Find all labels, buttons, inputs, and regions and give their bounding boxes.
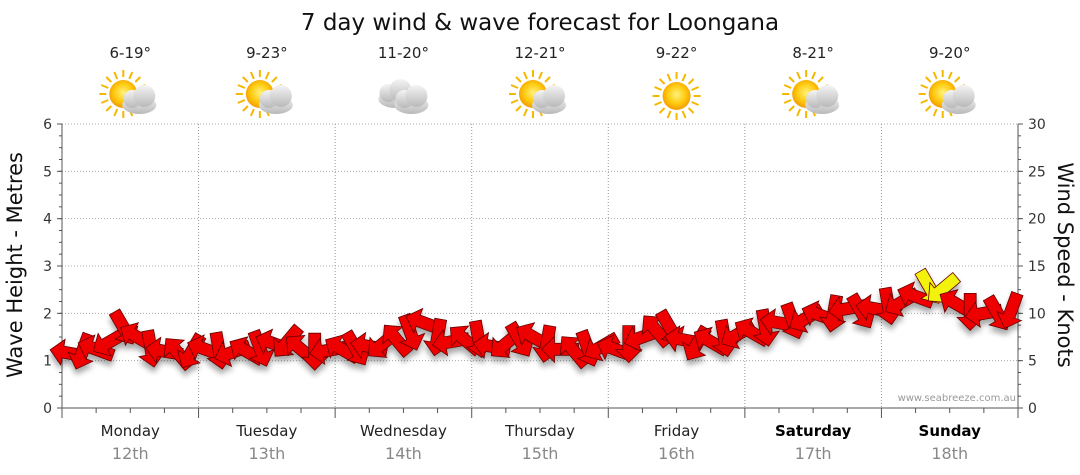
day-date-label: 13th [248,444,285,463]
temperature-label: 9-20° [929,44,971,62]
right-tick-label: 0 [1028,401,1037,417]
sunny-icon [651,71,702,121]
day-name-label: Saturday [775,422,852,440]
right-axis-title: Wind Speed - Knots [1053,162,1077,367]
partly-cloudy-icon [917,69,976,119]
left-tick-label: 2 [43,306,52,322]
partly-cloudy-icon [781,69,840,119]
left-tick-label: 4 [43,212,52,228]
temperature-label: 6-19° [110,44,152,62]
day-date-label: 12th [112,444,149,463]
day-date-label: 17th [795,444,832,463]
day-name-label: Friday [654,422,700,440]
weather-icons: 6-19° 9-23° 11-20° 12-21° 9-22° 8-21° 9-20° [98,44,976,121]
day-labels: Monday 12th Tuesday 13th Wednesday 14th Thursd… [101,422,981,463]
day-date-label: 14th [385,444,422,463]
day-date-label: 15th [522,444,559,463]
left-axis-title: Wave Height - Metres [3,152,27,378]
temperature-label: 9-23° [246,44,288,62]
partly-cloudy-icon [234,69,293,119]
left-tick-label: 5 [43,164,52,180]
day-name-label: Wednesday [360,422,447,440]
left-tick-label: 0 [43,401,52,417]
day-date-label: 18th [931,444,968,463]
sun-shape [651,71,702,121]
wind-arrows [49,267,1024,372]
temperature-label: 11-20° [378,44,429,62]
right-tick-label: 15 [1028,259,1046,275]
day-name-label: Thursday [504,422,575,440]
wind-arrow [397,312,426,351]
left-tick-label: 3 [43,259,52,275]
watermark: www.seabreeze.com.au [898,393,1016,404]
partly-cloudy-icon [98,69,157,119]
temperature-label: 12-21° [514,44,565,62]
temperature-label: 8-21° [792,44,834,62]
right-tick-label: 30 [1028,117,1046,133]
day-name-label: Sunday [919,422,982,440]
day-date-label: 16th [658,444,695,463]
left-tick-label: 1 [43,354,52,370]
partly-cloudy-icon [508,69,566,119]
right-tick-label: 20 [1028,212,1046,228]
chart-title: 7 day wind & wave forecast for Loongana [301,10,779,36]
day-name-label: Tuesday [235,422,297,440]
day-name-label: Monday [101,422,160,440]
right-tick-label: 25 [1028,164,1046,180]
gridlines [62,123,1018,408]
right-tick-label: 10 [1028,306,1046,322]
temperature-label: 9-22° [656,44,698,62]
right-tick-label: 5 [1028,354,1037,370]
cloudy-icon [378,79,429,114]
wind-arrow [996,291,1024,329]
axes: 0 1 2 3 4 5 6 0 5 10 15 20 25 30 [43,117,1046,418]
left-tick-label: 6 [43,117,52,133]
